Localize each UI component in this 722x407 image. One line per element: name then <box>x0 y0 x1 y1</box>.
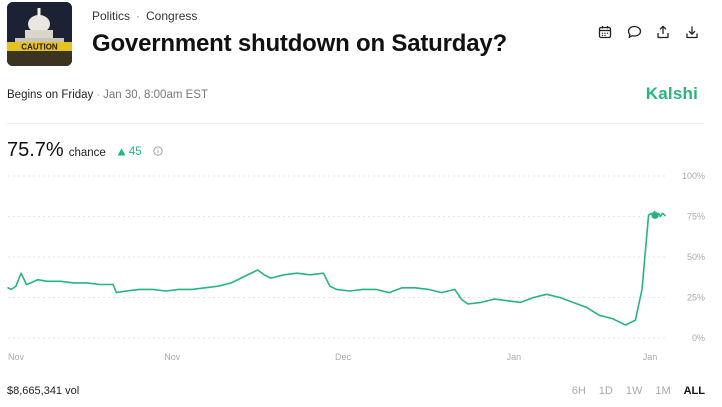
market-schedule: Begins on Friday · Jan 30, 8:00am EST <box>7 89 208 101</box>
share-button[interactable] <box>655 24 671 40</box>
kalshi-logo[interactable]: Kalshi <box>645 84 698 103</box>
range-1w-button[interactable]: 1W <box>625 385 643 397</box>
breadcrumb-category[interactable]: Politics <box>92 9 131 23</box>
range-6h-button[interactable]: 6H <box>571 385 586 397</box>
calendar-icon <box>598 26 612 39</box>
market-title: Government shutdown on Saturday? <box>92 30 507 57</box>
header-divider <box>7 123 704 124</box>
chart-x-axis-labels: Nov Nov Dec Jan Jan <box>8 352 657 362</box>
caution-tape-text: CAUTION <box>21 43 58 52</box>
schedule-separator: · <box>96 89 101 101</box>
market-toolbar <box>597 24 700 40</box>
begins-label: Begins on Friday <box>7 89 94 101</box>
chart-y-tick-label: 25% <box>687 293 705 303</box>
chart-y-tick-label: 0% <box>692 333 705 343</box>
breadcrumb: Politics · Congress <box>92 9 197 23</box>
chart-y-tick-label: 75% <box>687 212 705 222</box>
probability-label: chance <box>68 147 106 159</box>
chart-series-line <box>7 210 666 326</box>
chart-y-tick-label: 50% <box>687 252 705 262</box>
calendar-button[interactable] <box>597 24 613 40</box>
chart-gridlines <box>8 175 665 339</box>
chart-x-tick-label: Jan <box>643 352 658 362</box>
info-button[interactable] <box>152 146 163 156</box>
chart-x-tick-label: Dec <box>335 352 352 362</box>
probability-value: 75.7% <box>7 139 64 161</box>
trade-volume: $8,665,341 vol <box>7 385 80 397</box>
chart-y-tick-label: 100% <box>682 171 705 181</box>
probability-summary: 75.7% chance 45 <box>7 139 163 162</box>
probability-delta-value: 45 <box>128 146 142 158</box>
triangle-up-icon <box>117 148 126 156</box>
download-icon <box>686 26 698 39</box>
range-1d-button[interactable]: 1D <box>598 385 613 397</box>
capitol-dome-image: CAUTION <box>7 2 72 66</box>
chart-x-tick-label: Jan <box>507 352 522 362</box>
probability-delta: 45 <box>117 146 142 158</box>
range-1m-button[interactable]: 1M <box>655 385 671 397</box>
chart-x-tick-label: Nov <box>164 352 181 362</box>
begins-date: Jan 30, 8:00am EST <box>103 89 208 101</box>
share-icon <box>657 25 669 39</box>
time-range-selector: 6H 1D 1W 1M ALL <box>572 385 705 397</box>
range-all-button[interactable]: ALL <box>683 385 705 397</box>
info-icon <box>152 146 163 156</box>
breadcrumb-separator: · <box>136 9 141 23</box>
chart-current-point <box>651 211 659 219</box>
breadcrumb-subcategory[interactable]: Congress <box>146 9 198 23</box>
market-thumbnail: CAUTION <box>7 2 72 66</box>
download-button[interactable] <box>684 24 700 40</box>
probability-chart[interactable]: 100% 75% 50% 25% 0% Nov Nov Dec Jan Jan <box>0 165 722 365</box>
comment-icon <box>627 25 641 38</box>
comment-button[interactable] <box>626 24 642 40</box>
chart-y-axis-labels: 100% 75% 50% 25% 0% <box>682 171 705 343</box>
chart-x-tick-label: Nov <box>8 352 25 362</box>
